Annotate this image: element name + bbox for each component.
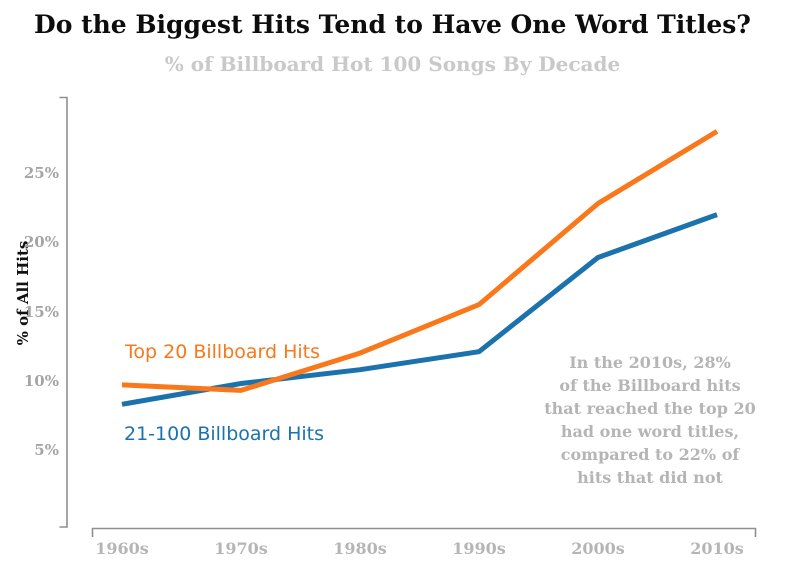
x-tick-label-1970s: 1970s <box>214 539 268 558</box>
x-tick-label-1980s: 1980s <box>333 539 387 558</box>
y-tick-label-5: 5% <box>34 441 59 459</box>
annotation-text: In the 2010s, 28% of the Billboard hits th… <box>522 351 778 489</box>
legend-label-top20: Top 20 Billboard Hits <box>125 341 321 363</box>
x-tick-label-1960s: 1960s <box>95 539 149 558</box>
y-tick-label-25: 25% <box>23 164 59 182</box>
y-tick-label-10: 10% <box>23 372 59 390</box>
y-tick-label-20: 20% <box>23 233 59 251</box>
x-axis-line <box>91 527 757 537</box>
annotation-line: that reached the top 20 <box>544 399 756 418</box>
annotation-line: compared to 22% of <box>560 445 740 464</box>
series-line-top-20-billboard-hits <box>121 129 719 393</box>
y-axis-line <box>59 96 68 528</box>
x-tick-label-2000s: 2000s <box>571 539 625 558</box>
chart-title: Do the Biggest Hits Tend to Have One Wor… <box>34 10 751 39</box>
annotation-line: had one word titles, <box>560 422 740 441</box>
annotation-line: of the Billboard hits <box>559 376 741 395</box>
series-line-21-100-billboard-hits <box>121 212 718 407</box>
chart-subtitle: % of Billboard Hot 100 Songs By Decade <box>164 52 621 76</box>
y-tick-label-15: 15% <box>23 303 59 321</box>
x-tick-label-1990s: 1990s <box>452 539 506 558</box>
series-lines <box>121 129 719 407</box>
legend-label-21-100: 21-100 Billboard Hits <box>124 423 325 445</box>
x-tick-label-2010s: 2010s <box>690 539 744 558</box>
annotation-line: In the 2010s, 28% <box>569 353 731 372</box>
annotation-line: hits that did not <box>577 468 723 487</box>
